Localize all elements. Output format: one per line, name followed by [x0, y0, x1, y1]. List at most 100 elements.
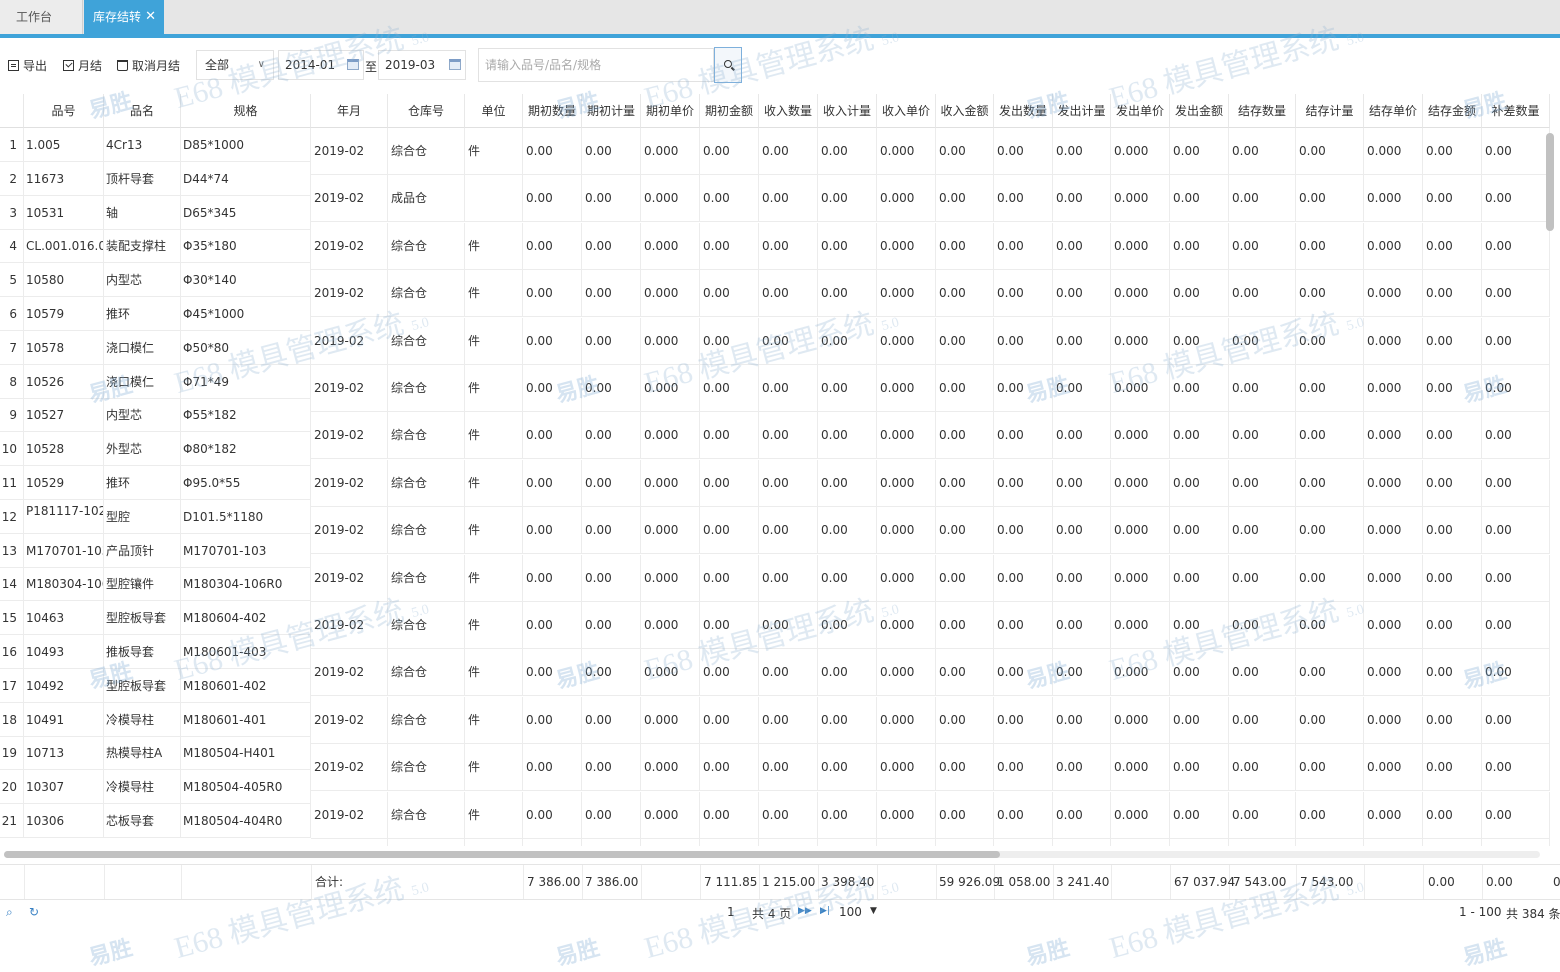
table-cell[interactable]: 0.00: [1053, 270, 1111, 318]
table-cell[interactable]: 推板导套: [104, 635, 181, 669]
table-cell[interactable]: 0.000: [641, 412, 700, 460]
column-header[interactable]: 发出单价: [1111, 94, 1170, 128]
table-cell[interactable]: 0.000: [641, 791, 700, 839]
table-cell[interactable]: Φ80*182: [181, 432, 311, 467]
table-cell[interactable]: 0.00: [1229, 839, 1296, 846]
table-cell[interactable]: 型腔镶件: [104, 567, 181, 602]
table-row[interactable]: 5 10580 内型芯 Φ30*140: [0, 263, 311, 298]
table-cell[interactable]: 综合仓: [388, 791, 465, 839]
table-cell[interactable]: 0.00: [1053, 791, 1111, 839]
table-cell[interactable]: 0.00: [1053, 175, 1111, 223]
table-cell[interactable]: 0.00: [936, 270, 994, 318]
table-cell[interactable]: D44*74: [181, 161, 311, 196]
month-close-button[interactable]: 月结: [63, 56, 102, 76]
table-cell[interactable]: 0.000: [1364, 507, 1423, 555]
table-cell[interactable]: 0.00: [1170, 317, 1229, 365]
table-cell[interactable]: 0.00: [523, 459, 582, 507]
export-button[interactable]: 导出: [8, 56, 47, 76]
table-cell[interactable]: 0.000: [1111, 365, 1170, 412]
table-cell[interactable]: 0.00: [1482, 270, 1550, 318]
table-row[interactable]: 18 10491 冷模导柱 M180601-401: [0, 702, 311, 737]
table-cell[interactable]: 0.00: [700, 602, 759, 649]
table-cell[interactable]: 0.00: [1053, 459, 1111, 507]
table-cell[interactable]: 0.00: [994, 839, 1053, 846]
table-cell[interactable]: D65*345: [181, 195, 311, 230]
table-cell[interactable]: 综合仓: [388, 649, 465, 697]
table-cell[interactable]: 0.00: [936, 175, 994, 223]
table-cell[interactable]: D101.5*1180: [181, 499, 311, 534]
column-header[interactable]: 发出数量: [994, 94, 1053, 128]
table-cell[interactable]: 0.00: [523, 317, 582, 365]
table-cell[interactable]: 0.000: [1364, 317, 1423, 365]
table-cell[interactable]: 0.00: [523, 175, 582, 223]
table-cell[interactable]: 0.00: [1482, 317, 1550, 365]
table-cell[interactable]: 推环: [104, 466, 181, 500]
table-cell[interactable]: 0.00: [1296, 412, 1364, 460]
table-cell[interactable]: 0.00: [700, 554, 759, 602]
table-cell[interactable]: 0.000: [877, 839, 936, 846]
table-cell[interactable]: 0.00: [1053, 554, 1111, 602]
table-cell[interactable]: 0.00: [1170, 175, 1229, 223]
table-cell[interactable]: 型腔板导套: [104, 668, 181, 703]
table-cell[interactable]: 0.000: [877, 365, 936, 412]
column-header[interactable]: 期初计量: [582, 94, 641, 128]
table-cell[interactable]: 0.00: [1170, 791, 1229, 839]
table-cell[interactable]: 0.00: [818, 554, 877, 602]
table-cell[interactable]: 0.00: [1229, 507, 1296, 555]
table-cell[interactable]: 0.00: [700, 412, 759, 460]
column-header[interactable]: 年月: [311, 94, 388, 128]
table-cell[interactable]: 0.00: [1482, 602, 1550, 649]
table-cell[interactable]: 0.000: [877, 791, 936, 839]
table-cell[interactable]: 0.00: [759, 507, 818, 555]
table-cell[interactable]: 0.00: [1229, 744, 1296, 792]
tab-inventory-carryover[interactable]: 库存结转 ✕: [84, 0, 164, 34]
table-cell[interactable]: 0.00: [582, 696, 641, 744]
table-cell[interactable]: 0.00: [818, 365, 877, 412]
table-cell[interactable]: M170701-103: [181, 533, 311, 568]
table-cell[interactable]: 0.00: [1170, 602, 1229, 649]
table-cell[interactable]: 2019-02: [311, 412, 388, 460]
table-cell[interactable]: 0.00: [1296, 649, 1364, 697]
table-cell[interactable]: 0.00: [523, 696, 582, 744]
table-cell[interactable]: 0.00: [818, 128, 877, 175]
table-cell[interactable]: 4Cr13: [104, 128, 181, 162]
table-cell[interactable]: 0.00: [936, 744, 994, 792]
table-cell[interactable]: 0.00: [936, 649, 994, 697]
table-cell[interactable]: 0.00: [1423, 744, 1482, 792]
table-cell[interactable]: M180504-404R0: [181, 804, 311, 838]
table-cell[interactable]: 0.00: [582, 602, 641, 649]
table-cell[interactable]: 浇口模仁: [104, 330, 181, 365]
table-cell[interactable]: 0.000: [877, 554, 936, 602]
table-row[interactable]: 3 10531 轴 D65*345: [0, 195, 311, 230]
table-cell[interactable]: 0.00: [700, 317, 759, 365]
table-cell[interactable]: D85*1000: [181, 128, 311, 162]
table-cell[interactable]: 0.00: [582, 459, 641, 507]
table-cell[interactable]: 0.00: [1423, 128, 1482, 175]
table-cell[interactable]: 2019-02: [311, 459, 388, 507]
table-cell[interactable]: 0.00: [994, 175, 1053, 223]
search-icon[interactable]: ⌕: [6, 905, 13, 919]
column-header[interactable]: 结存金额: [1423, 94, 1482, 128]
table-cell[interactable]: 2019-02: [311, 317, 388, 365]
search-input[interactable]: 请输入品号/品名/规格: [478, 48, 714, 82]
table-cell[interactable]: 0.000: [877, 459, 936, 507]
table-cell[interactable]: 0.00: [1482, 791, 1550, 839]
table-cell[interactable]: 热模导柱A: [104, 736, 181, 771]
table-cell[interactable]: 件: [465, 270, 523, 318]
column-header[interactable]: 期初单价: [641, 94, 700, 128]
table-cell[interactable]: 产品顶针: [104, 533, 181, 568]
table-row[interactable]: 11 10529 推环 Φ95.0*55: [0, 466, 311, 500]
table-cell[interactable]: 0.00: [994, 696, 1053, 744]
table-cell[interactable]: 2019-02: [311, 744, 388, 792]
table-cell[interactable]: 2019-02: [311, 270, 388, 318]
table-row[interactable]: 14 M180304-106 型腔镶件 M180304-106R0: [0, 567, 311, 602]
close-icon[interactable]: ✕: [145, 9, 156, 24]
table-cell[interactable]: 0.00: [818, 459, 877, 507]
table-cell[interactable]: 0.00: [818, 412, 877, 460]
table-row[interactable]: 8 10526 浇口模仁 Φ71*49: [0, 364, 311, 399]
